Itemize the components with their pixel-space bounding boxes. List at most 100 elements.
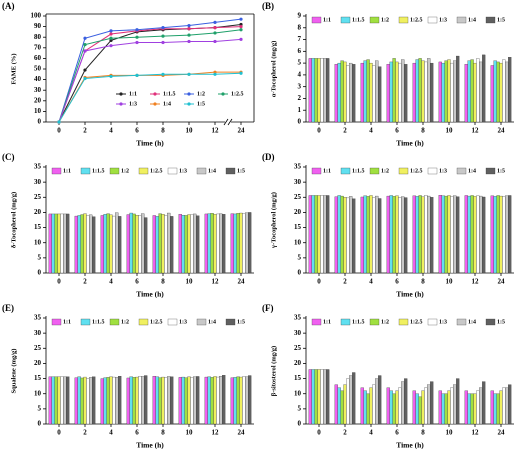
bar <box>430 197 434 274</box>
y-tick-label: 30 <box>34 178 42 186</box>
bar <box>242 213 246 274</box>
bar <box>476 195 480 274</box>
x-tick-label: 12 <box>472 127 480 135</box>
point <box>109 29 113 33</box>
bar <box>395 61 399 123</box>
bar <box>184 215 188 274</box>
bar <box>167 212 171 274</box>
bar <box>187 376 191 425</box>
x-axis-label: Time (h) <box>396 290 424 299</box>
series-line <box>58 72 242 123</box>
bar <box>340 195 344 274</box>
bar <box>392 393 396 425</box>
y-tick-label: 3 <box>298 82 302 90</box>
legend-label: 1:2.5 <box>150 168 163 174</box>
x-tick-label: 6 <box>395 278 399 286</box>
bar <box>196 376 200 425</box>
bar <box>204 213 208 274</box>
bar <box>496 61 500 123</box>
bar <box>314 58 318 123</box>
y-tick-label: 15 <box>34 223 42 231</box>
bar <box>141 376 145 425</box>
legend-swatch <box>398 318 409 326</box>
y-tick-label: 5 <box>298 404 302 412</box>
bar <box>54 213 58 274</box>
bar <box>152 375 156 425</box>
legend-label: 1:4 <box>468 319 476 325</box>
x-tick-label: 12 <box>212 429 220 437</box>
point <box>109 44 113 48</box>
bar <box>63 213 67 274</box>
bar <box>375 195 379 274</box>
y-axis-label: δ-Tocopherol (mg/g) <box>10 192 17 248</box>
point <box>83 43 87 47</box>
bar <box>392 196 396 274</box>
y-tick-label: 80 <box>34 33 42 41</box>
legend-label: 1:4 <box>468 17 476 23</box>
bar <box>118 216 122 274</box>
bar <box>464 195 468 274</box>
bar <box>450 387 454 425</box>
y-axis-label: γ-Tocopherol (mg/g) <box>270 192 277 249</box>
point <box>109 74 113 79</box>
point <box>161 72 165 76</box>
bar <box>54 376 58 425</box>
legend-swatch <box>485 318 496 326</box>
y-tick-label: 0 <box>38 420 42 428</box>
bar <box>326 195 330 274</box>
y-tick-label: 10 <box>294 238 302 246</box>
legend-marker <box>187 92 191 96</box>
legend-label: 1:1 <box>323 319 331 325</box>
bar <box>100 378 104 425</box>
x-tick-label: 24 <box>238 127 246 135</box>
panel: (C)δ-Tocopherol (mg/g)Time (h)0510152025… <box>2 152 254 299</box>
y-tick-label: 25 <box>294 193 302 201</box>
bar <box>450 62 454 123</box>
bar <box>505 195 509 274</box>
legend-label: 1:4 <box>468 168 476 174</box>
bar <box>392 58 396 123</box>
bar <box>438 195 442 274</box>
bar <box>430 381 434 425</box>
bar <box>360 196 364 274</box>
y-tick-label: 15 <box>294 374 302 382</box>
bar <box>236 213 240 274</box>
bar <box>109 214 113 274</box>
bar <box>505 387 509 425</box>
bar <box>248 212 252 274</box>
bar <box>395 195 399 274</box>
bar <box>118 375 122 425</box>
x-tick-label: 8 <box>421 127 425 135</box>
bar <box>129 212 133 274</box>
y-tick-label: 35 <box>294 314 302 322</box>
bar <box>444 195 448 274</box>
legend-label: 1:1.5 <box>352 168 365 174</box>
y-tick-label: 15 <box>34 374 42 382</box>
bar <box>369 387 373 425</box>
point <box>135 40 139 45</box>
bar <box>467 195 471 274</box>
bar <box>216 213 220 274</box>
bar <box>502 196 506 274</box>
axis-break-mark <box>227 118 233 126</box>
legend-label: 1:2 <box>381 168 389 174</box>
y-axis-label: Squalene (mg/g) <box>10 349 17 394</box>
bar <box>412 62 416 123</box>
x-tick-label: 0 <box>317 278 321 286</box>
bar <box>216 376 220 425</box>
y-tick-label: 0 <box>38 118 42 126</box>
bar <box>190 377 194 425</box>
legend-label: 1:5 <box>237 319 245 325</box>
bar <box>158 377 162 425</box>
bar <box>178 214 182 274</box>
bar <box>155 376 159 425</box>
bar <box>334 196 338 274</box>
bar <box>476 390 480 425</box>
bar <box>441 195 445 274</box>
bar <box>401 381 405 425</box>
legend-label: 1:3 <box>129 101 137 107</box>
bar <box>378 66 382 123</box>
bar <box>138 375 142 425</box>
x-tick-label: 6 <box>135 278 139 286</box>
bar <box>456 55 460 123</box>
